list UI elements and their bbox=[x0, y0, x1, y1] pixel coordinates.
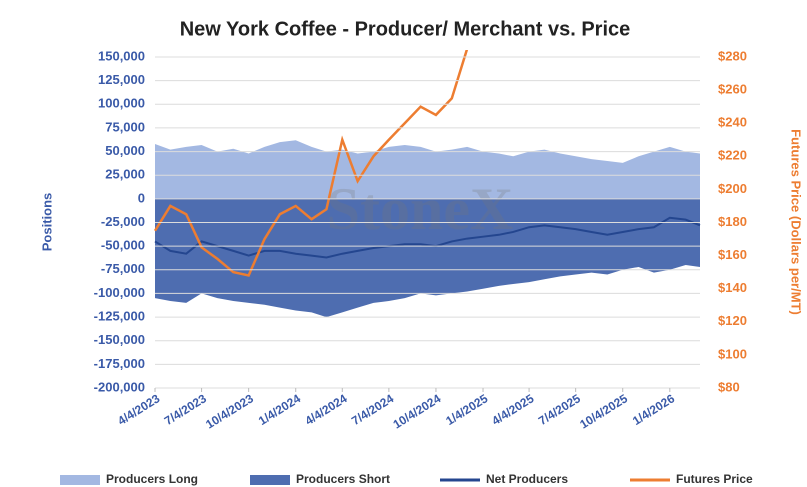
y2-tick-label: $200 bbox=[718, 181, 747, 196]
x-tick-label: 10/4/2024 bbox=[391, 391, 444, 431]
y2-tick-label: $180 bbox=[718, 214, 747, 229]
y-tick-label: 125,000 bbox=[98, 72, 145, 87]
legend-swatch bbox=[250, 475, 290, 485]
y2-tick-label: $260 bbox=[718, 82, 747, 97]
y-tick-label: -125,000 bbox=[94, 309, 145, 324]
y-tick-label: -50,000 bbox=[101, 238, 145, 253]
y-tick-label: 50,000 bbox=[105, 143, 145, 158]
y-tick-label: 75,000 bbox=[105, 119, 145, 134]
y2-tick-label: $240 bbox=[718, 115, 747, 130]
legend-swatch bbox=[60, 475, 100, 485]
x-tick-label: 1/4/2026 bbox=[630, 391, 677, 428]
x-tick-label: 10/4/2025 bbox=[577, 391, 630, 431]
x-tick-label: 7/4/2024 bbox=[349, 391, 396, 428]
y-tick-label: 0 bbox=[138, 190, 145, 205]
y-tick-label: 100,000 bbox=[98, 96, 145, 111]
line bbox=[153, 50, 469, 277]
x-tick-label: 4/4/2024 bbox=[303, 391, 350, 428]
y-axis-title: Positions bbox=[39, 193, 54, 252]
legend-label: Producers Long bbox=[106, 472, 198, 486]
y2-axis-title: Futures Price (Dollars per/MT) bbox=[789, 129, 804, 315]
x-tick-label: 4/4/2025 bbox=[489, 391, 536, 428]
y-tick-label: 150,000 bbox=[98, 48, 145, 63]
y2-tick-label: $140 bbox=[718, 280, 747, 295]
legend-label: Net Producers bbox=[486, 472, 568, 486]
y-tick-label: -175,000 bbox=[94, 356, 145, 371]
y2-tick-label: $160 bbox=[718, 247, 747, 262]
y2-tick-label: $100 bbox=[718, 346, 747, 361]
y-tick-label: 25,000 bbox=[105, 167, 145, 182]
line bbox=[154, 216, 701, 259]
y2-tick-label: $120 bbox=[718, 313, 747, 328]
y-tick-label: -75,000 bbox=[101, 261, 145, 276]
y-tick-label: -100,000 bbox=[94, 285, 145, 300]
y-tick-label: -150,000 bbox=[94, 332, 145, 347]
x-tick-label: 7/4/2023 bbox=[162, 391, 209, 428]
y2-tick-label: $80 bbox=[718, 379, 740, 394]
x-tick-label: 1/4/2024 bbox=[256, 391, 303, 428]
y-tick-label: -25,000 bbox=[101, 214, 145, 229]
y-tick-label: -200,000 bbox=[94, 379, 145, 394]
chart-title: New York Coffee - Producer/ Merchant vs.… bbox=[180, 18, 631, 40]
x-tick-label: 1/4/2025 bbox=[443, 391, 490, 428]
x-tick-label: 10/4/2023 bbox=[203, 391, 256, 431]
y2-tick-label: $220 bbox=[718, 148, 747, 163]
x-tick-label: 7/4/2025 bbox=[536, 391, 583, 428]
y2-tick-label: $280 bbox=[718, 48, 747, 63]
watermark: StoneX bbox=[327, 176, 514, 242]
plot bbox=[153, 50, 701, 318]
legend-label: Futures Price bbox=[676, 472, 753, 486]
area bbox=[155, 140, 700, 199]
x-tick-label: 4/4/2023 bbox=[115, 391, 162, 428]
legend-label: Producers Short bbox=[296, 472, 390, 486]
